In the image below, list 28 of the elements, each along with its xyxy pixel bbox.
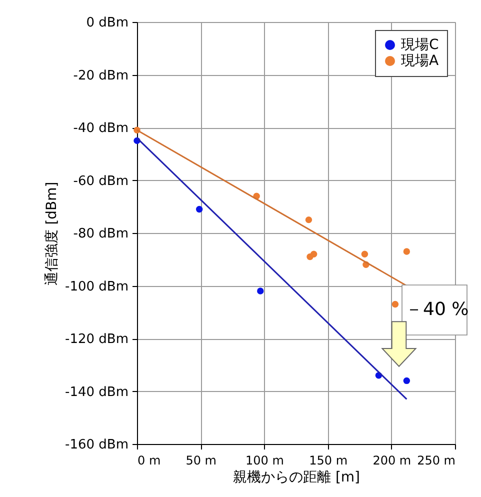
x-tick-label: 100 m [245, 454, 284, 468]
legend-label: 現場A [401, 53, 439, 69]
point [257, 288, 264, 294]
y-tick-label: -80 dBm [73, 226, 128, 242]
legend-label: 現場C [401, 37, 439, 53]
y-tick-label: -160 dBm [65, 438, 128, 452]
y-tick-label: 0 dBm [86, 16, 128, 30]
x-axis-title: 親機からの距離 [m] [232, 470, 360, 486]
y-tick-label: -140 dBm [65, 384, 128, 400]
y-tick-label: -20 dBm [73, 68, 128, 84]
point [392, 300, 399, 308]
point [403, 377, 410, 384]
y-tick-label: -60 dBm [73, 174, 128, 189]
x-tick-label: 0 m [138, 454, 161, 468]
point [196, 206, 203, 213]
x-tick-label: 200 m [372, 454, 412, 468]
point [361, 250, 368, 258]
point [403, 248, 410, 255]
y-tick-label: -100 dBm [65, 279, 128, 294]
y-tick-label: -120 dBm [65, 332, 128, 347]
point [305, 216, 312, 224]
x-tick-label: 50 m [186, 454, 216, 468]
x-tick-label: 250 m [417, 454, 456, 468]
y-tick-label: -40 dBm [73, 121, 128, 136]
annotation: －40 % [405, 299, 469, 320]
point [310, 250, 318, 258]
x-tick-label: 150 m [309, 454, 348, 468]
y-axis-title: 通信強度 [dBm] [44, 182, 60, 286]
